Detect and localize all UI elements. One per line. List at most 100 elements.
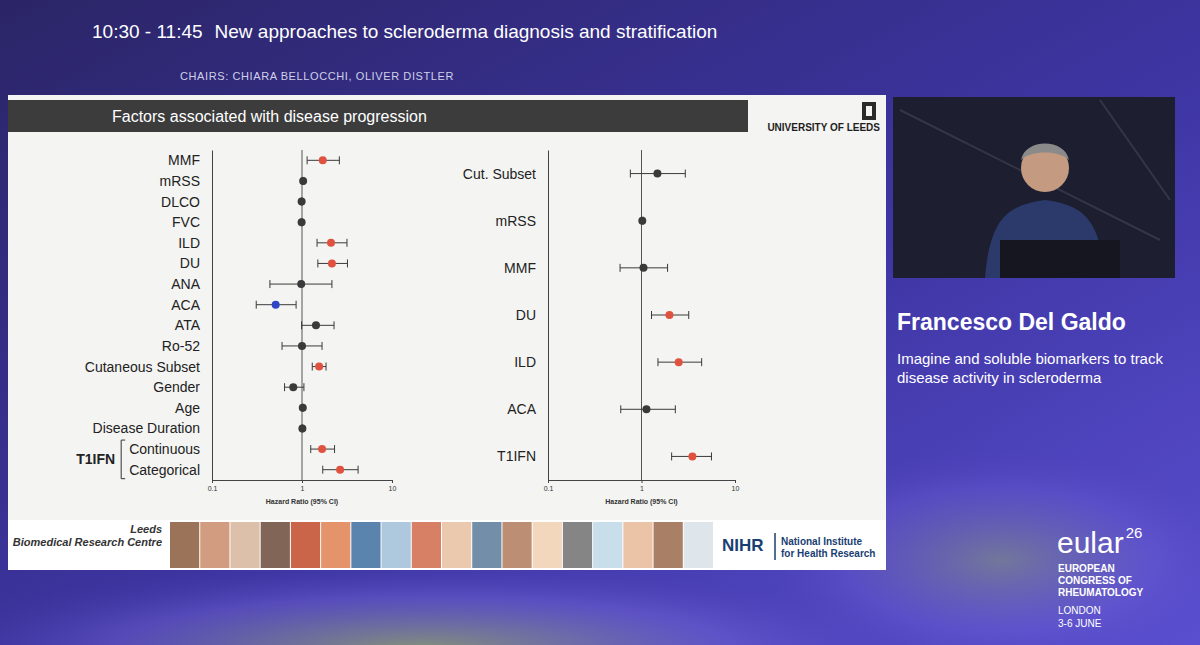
ci-cap [688,311,689,319]
hazard-ratio-point [289,383,297,391]
institution: UNIVERSITY OF LEEDS [767,122,880,133]
marks [256,150,358,480]
ci-cap [685,170,686,178]
tick: FVC [172,214,200,230]
category-label: mRSS [496,213,536,229]
ci-cap [269,280,270,288]
nihr-box [716,522,884,568]
hazard-ratio-point [665,311,673,319]
ci-cap [282,342,283,350]
footer-image [351,522,380,568]
category-label: MMF [168,152,200,168]
x-axis-title: Hazard Ratio (95% CI) [605,498,677,506]
tick: 0.1 [208,480,218,492]
ci-cap [307,156,308,164]
hazard-ratio-point [639,264,647,272]
group-bracket [121,440,125,479]
congress-brand: eular [1057,526,1124,559]
congress-name: CONGRESS OF [1058,575,1132,586]
ci-cap [303,383,304,391]
ci-cap [346,239,347,247]
footer-image [563,522,592,568]
x-axis: 0.1 1 10 [544,480,740,492]
tick: ATA [175,317,201,333]
tick: ILD [514,354,536,370]
hazard-ratio-point [675,358,683,366]
tick: 1 [640,480,644,492]
category-label: Categorical [129,462,200,478]
footer-image [472,522,501,568]
ci-cap [312,363,313,371]
footer-image [502,522,531,568]
ci-cap [701,358,702,366]
tick: MMF [168,152,200,168]
hazard-ratio-point [297,280,305,288]
category-label: Disease Duration [93,420,200,436]
speaker-video [893,97,1175,278]
tick: Cutaneous Subset [85,359,200,375]
footer-image [533,522,562,568]
session-title: New approaches to scleroderma diagnosis … [215,21,718,42]
tick: T1IFN [497,448,536,464]
category-label: ACA [171,297,200,313]
tick: ACA [171,297,200,313]
tick: ACA [507,401,536,417]
tick: 0.1 [544,480,554,492]
ci-cap [322,342,323,350]
tick: Ro-52 [162,338,200,354]
footer-image [230,522,259,568]
y-axis: MMFmRSSDLCOFVCILDDUANAACAATARo-52Cutaneo… [85,151,213,481]
ci-cap [334,321,335,329]
tick: MMF [504,260,536,276]
category-label: DLCO [161,194,200,210]
hazard-ratio-point [318,445,326,453]
axis-line [212,151,213,481]
tick-label: 0.1 [208,485,218,492]
lectern [1000,240,1120,278]
category-label: Gender [153,379,200,395]
ci-cap [651,311,652,319]
forest-plot: 0.1 1 10 Hazard Ratio (95% CI) Cut. Subset mR… [463,150,740,506]
panel-title: Factors associated with disease progress… [112,108,427,125]
hazard-ratio-point [653,170,661,178]
ci-cap [711,452,712,460]
category-label: DU [516,307,536,323]
hazard-ratio-point [319,156,327,164]
ci-cap [675,405,676,413]
speaker-hair [1021,144,1069,161]
footer-text: Biomedical Research Centre [13,536,162,548]
tick: Age [175,400,200,416]
nihr-separator [774,533,776,560]
tick-label: 1 [301,485,305,492]
ci-cap [284,383,285,391]
category-label: DU [180,255,200,271]
tick-mark [642,480,643,483]
tick: Categorical [129,462,200,478]
footer-image [261,522,290,568]
hazard-ratio-point [312,321,320,329]
hazard-ratio-point [298,198,306,206]
ci-cap [301,321,302,329]
panel-header-bar [8,100,748,132]
hazard-ratio-point [299,404,307,412]
hazard-ratio-point [315,363,323,371]
chairs: CHAIRS: CHIARA BELLOCCHI, OLIVER DISTLER [180,70,454,82]
footer-image [291,522,320,568]
session-time: 10:30 - 11:45 [92,21,203,42]
category-label: Ro-52 [162,338,200,354]
category-label: ATA [175,317,201,333]
ci-cap [620,264,621,272]
footer-band [8,520,886,570]
video-backdrop [1100,100,1170,200]
tick-mark [392,480,393,483]
ci-cap [256,301,257,309]
tick-label: 10 [732,485,740,492]
category-label: Cut. Subset [463,166,536,182]
university-logo [866,106,872,116]
talk-title: Imagine and soluble biomarkers to trackd… [897,350,1163,386]
tick-mark [735,480,736,483]
category-label: T1IFN [497,448,536,464]
ci-cap [339,156,340,164]
speaker-head [1021,144,1069,192]
reference-line [641,150,642,480]
